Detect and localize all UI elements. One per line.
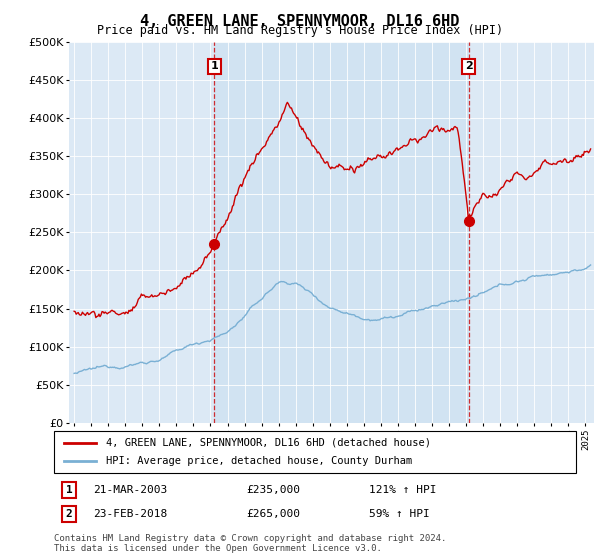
Text: 2: 2 (465, 62, 473, 71)
FancyBboxPatch shape (54, 431, 576, 473)
Text: Price paid vs. HM Land Registry's House Price Index (HPI): Price paid vs. HM Land Registry's House … (97, 24, 503, 37)
Text: 59% ↑ HPI: 59% ↑ HPI (369, 509, 430, 519)
Text: 121% ↑ HPI: 121% ↑ HPI (369, 485, 437, 495)
Text: 4, GREEN LANE, SPENNYMOOR, DL16 6HD (detached house): 4, GREEN LANE, SPENNYMOOR, DL16 6HD (det… (106, 438, 431, 448)
Text: £235,000: £235,000 (246, 485, 300, 495)
Text: HPI: Average price, detached house, County Durham: HPI: Average price, detached house, Coun… (106, 456, 412, 466)
Text: 1: 1 (65, 485, 73, 495)
Text: 1: 1 (211, 62, 218, 71)
Text: 4, GREEN LANE, SPENNYMOOR, DL16 6HD: 4, GREEN LANE, SPENNYMOOR, DL16 6HD (140, 14, 460, 29)
Text: 23-FEB-2018: 23-FEB-2018 (93, 509, 167, 519)
Text: 21-MAR-2003: 21-MAR-2003 (93, 485, 167, 495)
Bar (214, 42, 469, 423)
Text: 2: 2 (65, 509, 73, 519)
Text: £265,000: £265,000 (246, 509, 300, 519)
Text: Contains HM Land Registry data © Crown copyright and database right 2024.
This d: Contains HM Land Registry data © Crown c… (54, 534, 446, 553)
